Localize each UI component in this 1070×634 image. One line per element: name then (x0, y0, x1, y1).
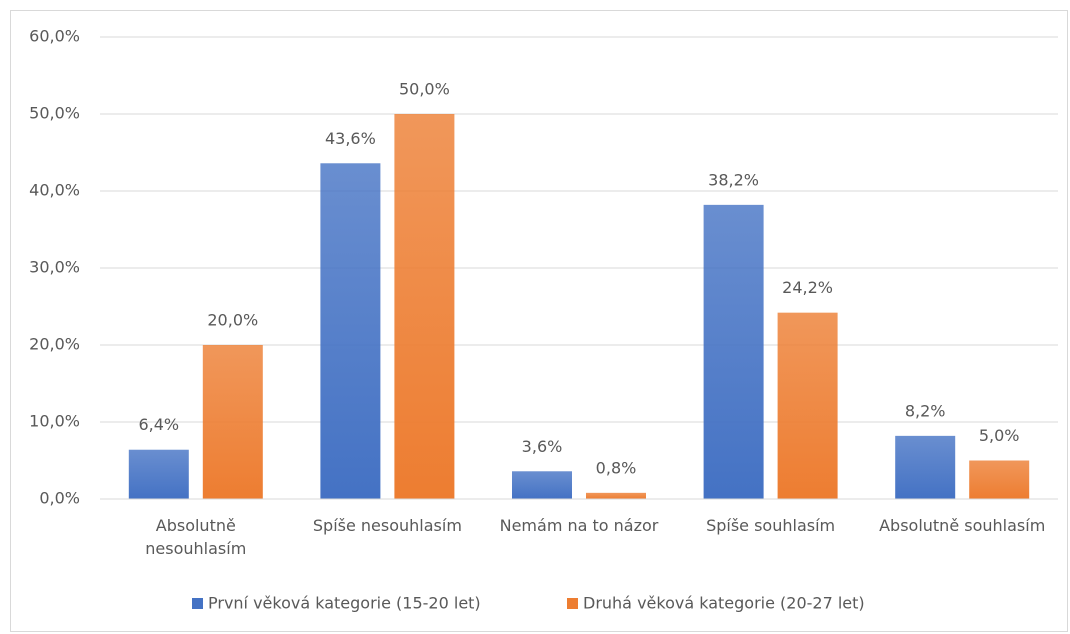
bar (128, 449, 189, 499)
x-tick-label: Spíše souhlasím (706, 516, 836, 535)
y-tick-label: 50,0% (29, 104, 80, 123)
data-label: 6,4% (138, 415, 179, 434)
bar (895, 435, 956, 499)
data-label: 38,2% (708, 170, 759, 189)
y-tick-label: 20,0% (29, 335, 80, 354)
legend-label: Druhá věková kategorie (20-27 let) (583, 594, 865, 613)
legend-swatch (567, 598, 578, 609)
legend-swatch (192, 598, 203, 609)
chart-border (10, 10, 1068, 632)
data-label: 8,2% (905, 401, 946, 420)
data-label: 43,6% (325, 129, 376, 148)
x-tick-label: Spíše nesouhlasím (312, 516, 462, 535)
bar (777, 312, 838, 499)
data-label: 0,8% (596, 458, 637, 477)
bar (969, 460, 1030, 499)
bar (703, 204, 764, 500)
y-tick-label: 10,0% (29, 412, 80, 431)
legend-label: První věková kategorie (15-20 let) (208, 594, 481, 613)
data-label: 20,0% (207, 311, 258, 330)
bar (586, 492, 646, 499)
data-label: 5,0% (979, 426, 1020, 445)
x-tick-label: Nemám na to názor (499, 516, 659, 535)
bar (512, 471, 572, 499)
x-tick-label: Absolutně souhlasím (879, 516, 1046, 535)
y-tick-label: 30,0% (29, 258, 80, 277)
data-label: 3,6% (522, 437, 563, 456)
bar (394, 114, 455, 499)
bar (320, 163, 381, 499)
x-tick-label: Absolutně nesouhlasím (145, 516, 247, 558)
data-label: 24,2% (782, 278, 833, 297)
y-tick-label: 0,0% (39, 489, 80, 508)
y-tick-label: 60,0% (29, 27, 80, 46)
data-label: 50,0% (399, 80, 450, 99)
y-tick-label: 40,0% (29, 181, 80, 200)
bar (202, 345, 263, 499)
